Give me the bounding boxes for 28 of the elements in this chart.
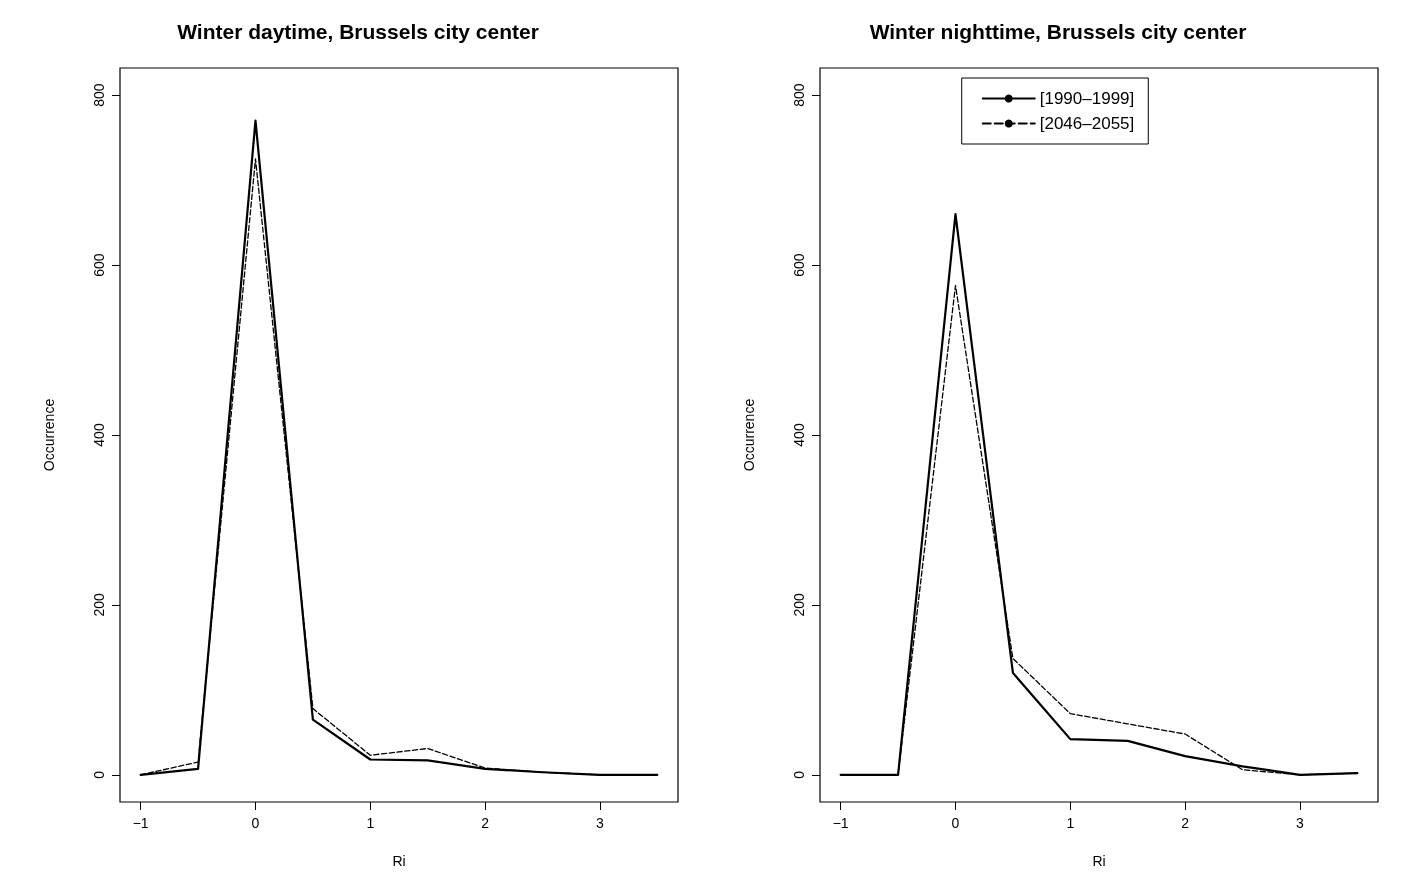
x-tick-label: −1 <box>132 815 149 831</box>
y-tick-label: 200 <box>91 593 107 617</box>
legend-label: [1990–1999] <box>1039 89 1135 108</box>
legend-label: [2046–2055] <box>1039 114 1135 133</box>
x-axis-title: Ri <box>1092 853 1106 869</box>
x-tick-label: 3 <box>1296 815 1305 831</box>
y-axis-title: Occurrence <box>741 398 757 472</box>
x-tick-label: 3 <box>596 815 605 831</box>
x-tick-label: 0 <box>951 815 960 831</box>
y-tick-label: 0 <box>791 770 807 779</box>
x-tick-label: 1 <box>1066 815 1075 831</box>
y-tick-label: 400 <box>791 423 807 447</box>
y-axis-title: Occurrence <box>41 398 57 472</box>
x-axis-title: Ri <box>392 853 406 869</box>
y-tick-label: 400 <box>91 423 107 447</box>
chart-title: Winter nighttime, Brussels city center <box>869 20 1247 43</box>
x-tick-label: 0 <box>251 815 260 831</box>
x-tick-label: 2 <box>1181 815 1190 831</box>
x-tick-label: −1 <box>832 815 849 831</box>
x-tick-label: 2 <box>481 815 490 831</box>
x-tick-label: 1 <box>366 815 375 831</box>
chart-title: Winter daytime, Brussels city center <box>177 20 539 43</box>
y-tick-label: 800 <box>91 83 107 107</box>
y-tick-label: 800 <box>791 83 807 107</box>
y-tick-label: 600 <box>91 253 107 277</box>
y-tick-label: 600 <box>791 253 807 277</box>
y-tick-label: 0 <box>91 770 107 779</box>
y-tick-label: 200 <box>791 593 807 617</box>
